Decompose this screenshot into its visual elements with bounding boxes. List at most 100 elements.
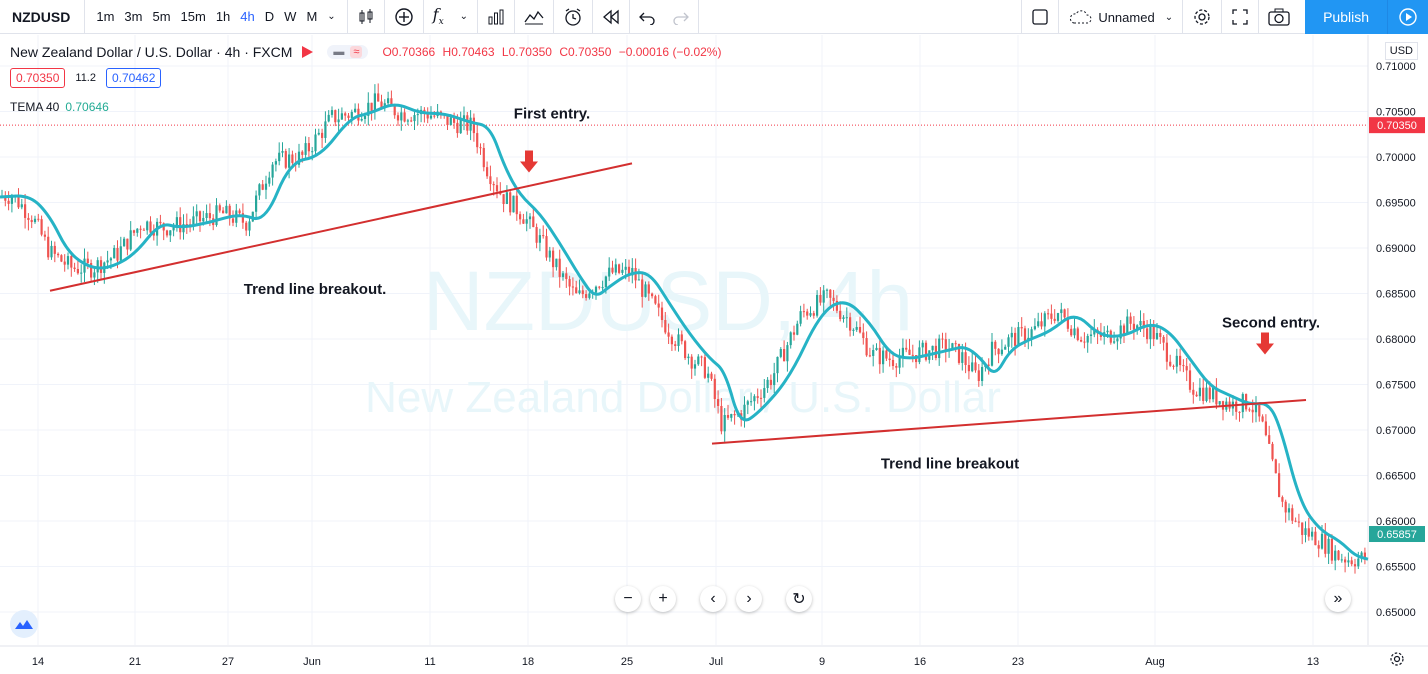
candle-body	[779, 349, 782, 357]
alert-button[interactable]	[554, 0, 594, 34]
candle-body	[1129, 316, 1132, 324]
templates-button[interactable]	[515, 0, 555, 34]
candle-body	[132, 230, 136, 233]
candle-body	[268, 177, 271, 184]
candle-body	[819, 294, 822, 303]
candle-body	[977, 370, 980, 382]
candle-body	[291, 154, 294, 163]
watermark: NZDUSD, 4h New Zealand Dollar / U.S. Dol…	[365, 254, 1001, 422]
zoom-in-button[interactable]: +	[650, 586, 676, 612]
down-arrow-icon	[1256, 332, 1274, 355]
timeframe-1m[interactable]: 1m	[96, 9, 115, 24]
candle-body	[845, 317, 848, 319]
fullscreen-button[interactable]	[1222, 0, 1260, 34]
chart-type-button[interactable]	[348, 0, 385, 34]
publish-menu-button[interactable]	[1387, 0, 1428, 34]
scroll-right-button[interactable]: ›	[736, 586, 762, 612]
timeframe-4h[interactable]: 4h	[240, 9, 255, 24]
candle-body	[198, 211, 202, 222]
candle-body	[1083, 341, 1086, 343]
candle-body	[974, 362, 977, 371]
candle-body	[215, 205, 218, 226]
timeframe-D[interactable]: D	[264, 9, 275, 24]
scroll-left-button[interactable]: ‹	[700, 586, 726, 612]
financials-button[interactable]	[478, 0, 516, 34]
candle-body	[987, 364, 990, 366]
flag-icon[interactable]	[302, 46, 314, 58]
candle-body	[205, 213, 208, 218]
timeframe-5m[interactable]: 5m	[152, 9, 171, 24]
ask-price-button[interactable]: 0.70462	[105, 68, 162, 88]
candle-body	[637, 279, 640, 281]
candle-body	[1063, 309, 1066, 318]
right-toolbar: Unnamed ⌄ Publish	[1021, 0, 1428, 34]
layout-name-button[interactable]: Unnamed ⌄	[1059, 0, 1184, 34]
candle-body	[172, 227, 175, 231]
candle-body	[20, 204, 23, 208]
price-tick-label: 0.70000	[1376, 152, 1416, 164]
candle-body	[403, 112, 406, 122]
candle-body	[304, 143, 307, 155]
timeframe-1h[interactable]: 1h	[215, 9, 231, 24]
tradingview-logo-icon	[15, 620, 33, 629]
chevron-down-icon[interactable]: ⌄	[327, 11, 336, 22]
symbol-search-button[interactable]: NZDUSD	[0, 0, 86, 34]
candle-body	[888, 358, 891, 360]
candle-body	[858, 326, 862, 333]
minus-icon: −	[623, 590, 633, 607]
candle-body	[878, 347, 881, 365]
candle-body	[1235, 401, 1238, 412]
snapshot-button[interactable]	[1259, 0, 1299, 34]
scroll-to-realtime-button[interactable]: »	[1325, 586, 1351, 612]
candle-body	[898, 357, 901, 368]
time-axis[interactable]: 14 21 27 Jun 11 18 25 Jul 9 16 23 Aug 13	[32, 656, 1319, 668]
ohlc-values: O0.70366 H0.70463 L0.70350 C0.70350 −0.0…	[382, 45, 725, 59]
price-chart[interactable]: NZDUSD, 4h New Zealand Dollar / U.S. Dol…	[0, 35, 1428, 674]
trend-lines[interactable]	[49, 162, 1307, 445]
candle-body	[604, 276, 607, 288]
candle-body	[264, 183, 268, 190]
candle-body	[33, 218, 37, 223]
bid-price-button[interactable]: 0.70350	[10, 68, 66, 88]
select-layout-button[interactable]	[1021, 0, 1060, 34]
legend-toggle-button[interactable]: ▬ ≈	[327, 45, 369, 59]
candle-body	[446, 114, 449, 126]
timeframe-M[interactable]: M	[306, 9, 318, 24]
price-labels: 0.70350 0.65857	[1369, 117, 1425, 543]
indicator-legend[interactable]: TEMA 40 0.70646	[10, 100, 109, 114]
settings-button[interactable]	[1183, 0, 1223, 34]
time-axis-settings-button[interactable]	[1388, 650, 1406, 668]
candle-body	[1136, 325, 1139, 330]
timeframe-3m[interactable]: 3m	[124, 9, 143, 24]
candle-body	[756, 396, 759, 398]
candle-body	[482, 147, 485, 168]
replay-button[interactable]	[593, 0, 631, 34]
reset-chart-button[interactable]: ↻	[786, 586, 812, 612]
undo-button[interactable]	[630, 0, 664, 34]
candle-body	[502, 194, 505, 205]
candle-body	[258, 184, 261, 196]
candle-body	[1294, 520, 1297, 522]
candle-body	[519, 214, 522, 220]
price-axis[interactable]: 0.71000 0.70500 0.70000 0.69500 0.69000 0.685…	[1376, 61, 1416, 619]
candle-body	[882, 350, 885, 365]
candle-body	[944, 339, 947, 352]
candle-body	[1159, 333, 1162, 337]
timeframe-W[interactable]: W	[284, 9, 297, 24]
candle-body	[1264, 421, 1267, 436]
indicators-button[interactable]: fx ⌄	[424, 0, 479, 34]
redo-button[interactable]	[664, 0, 700, 34]
candle-body	[429, 115, 433, 119]
candle-body	[410, 120, 413, 122]
compare-button[interactable]	[385, 0, 424, 34]
tradingview-logo[interactable]	[10, 610, 38, 638]
timeframe-15m[interactable]: 15m	[180, 9, 206, 24]
candle-body	[931, 345, 934, 351]
candle-body	[750, 401, 753, 403]
candle-body	[1152, 324, 1155, 340]
publish-button[interactable]: Publish	[1305, 0, 1387, 34]
candle-body	[225, 205, 228, 214]
candle-body	[301, 151, 304, 155]
zoom-out-button[interactable]: −	[615, 586, 641, 612]
currency-label[interactable]: USD	[1384, 42, 1418, 60]
